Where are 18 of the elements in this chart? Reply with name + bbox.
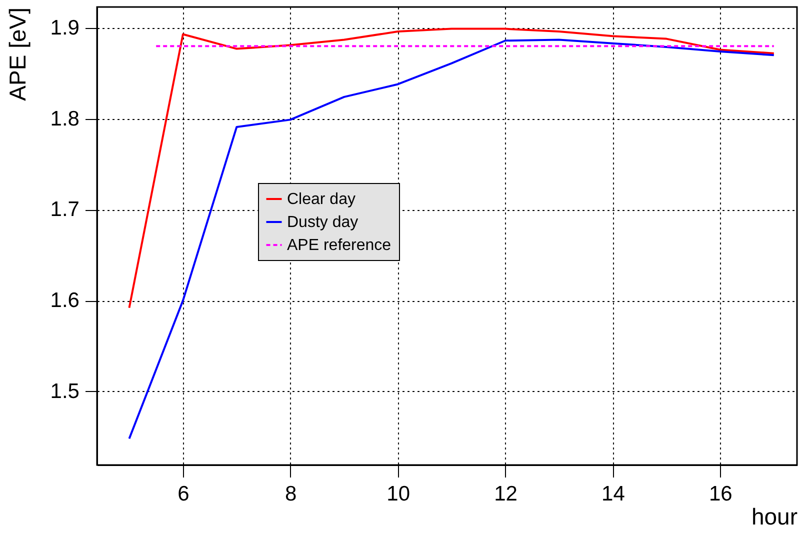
- x-axis-title: hour: [751, 504, 798, 530]
- line-series: [128, 28, 775, 309]
- y-tick-label: 1.6: [50, 289, 80, 312]
- x-tick-label: 8: [285, 482, 297, 506]
- x-tick-label: 12: [494, 482, 518, 506]
- line-series: [128, 38, 775, 440]
- y-axis-title: APE [eV]: [4, 8, 30, 101]
- x-tick-label: 14: [602, 482, 626, 506]
- y-tick-label: 1.7: [50, 198, 80, 222]
- legend-label: APE reference: [287, 237, 392, 254]
- y-tick-label: 1.5: [50, 380, 80, 403]
- x-tick-label: 16: [709, 482, 732, 506]
- y-tick-label: 1.9: [50, 16, 80, 40]
- x-tick-label: 10: [386, 482, 410, 506]
- legend-label: Clear day: [287, 191, 356, 208]
- legend-label: Dusty day: [287, 214, 358, 231]
- x-tick-label: 6: [178, 482, 190, 506]
- y-tick-label: 1.8: [50, 107, 80, 130]
